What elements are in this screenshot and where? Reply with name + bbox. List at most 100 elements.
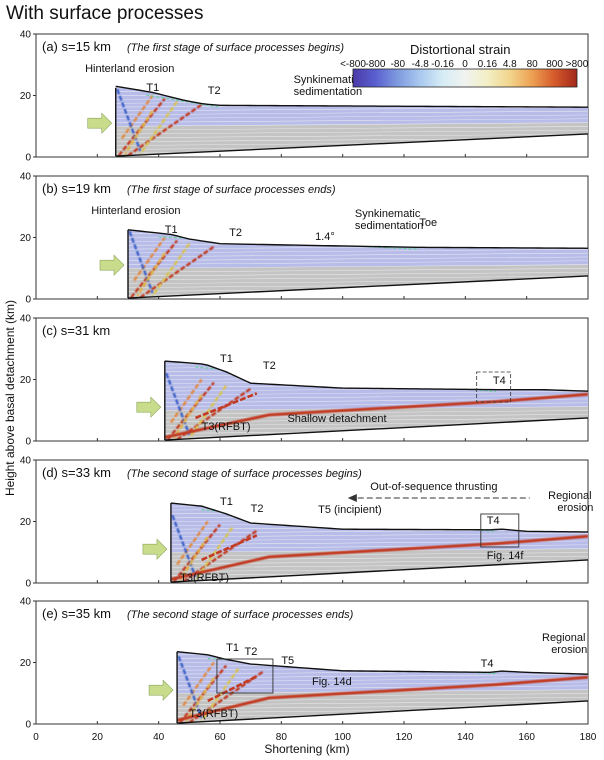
shortening-arrow-icon — [148, 679, 174, 701]
strata-layer — [165, 447, 588, 451]
thrust-fault — [172, 394, 203, 439]
thrust-fault — [127, 103, 203, 157]
basal-detachment-ramp — [170, 534, 588, 581]
annotation-synk2: sedimentation — [294, 86, 363, 98]
shortening-arrow-icon — [136, 396, 162, 418]
strata-layer — [128, 276, 588, 284]
strata-layer — [165, 455, 588, 459]
y-tick-label: 40 — [20, 597, 32, 608]
colorbar-label: 800 — [546, 59, 563, 70]
strata-layer — [171, 585, 588, 589]
colorbar-label: >800 — [566, 59, 589, 70]
panel-c: 0 20 40 (c) s=31 km T1 T2 T4 T3(RFBT) Shallow de… — [20, 314, 589, 459]
annotation-synk1: Synkinematic — [355, 208, 421, 220]
panel-b: 0 20 40 (b) s=19 km (The first stage of surf… — [20, 172, 589, 317]
thrust-fault — [169, 378, 203, 424]
shortening-arrow-icon — [87, 112, 113, 134]
panel-note: (The first stage of surface processes en… — [127, 184, 336, 196]
annotation-regional2: erosion — [551, 644, 587, 656]
thrust-fault — [139, 245, 215, 299]
annotation-t1: T1 — [226, 642, 239, 654]
thrust-fault — [177, 655, 203, 719]
annotation-t2: T2 — [263, 360, 276, 372]
y-tick-label: 0 — [25, 720, 31, 731]
strata-layer — [115, 107, 588, 115]
thrust-t3 — [194, 392, 258, 420]
y-tick-label: 0 — [25, 437, 31, 448]
strata-layer — [177, 726, 588, 730]
x-tick-label: 60 — [214, 732, 226, 743]
thrust-fault — [128, 230, 154, 294]
colorbar-label: 4.8 — [503, 59, 517, 70]
strata-layer — [128, 253, 588, 261]
strata-layer — [128, 268, 588, 276]
panels: 0 20 40 (a) s=15 km (The first stage of surf… — [20, 30, 594, 731]
thrust-fault — [116, 88, 142, 152]
annotation-regional1: Regional — [542, 632, 585, 644]
thrust-fault — [176, 520, 209, 566]
figure-title: With surface processes — [6, 3, 203, 24]
panel-note: (The second stage of surface processes e… — [127, 609, 354, 621]
thrust-fault — [179, 536, 209, 581]
annotation-t3: T3(RFBT) — [180, 572, 229, 584]
strata-layer — [116, 171, 588, 175]
strata-layer — [177, 701, 589, 709]
thrust-fault — [151, 242, 191, 297]
annotation-t5: T5 — [281, 655, 294, 667]
strata-layer — [128, 309, 588, 313]
shortening-arrow-icon — [142, 538, 168, 560]
strata-layer — [171, 597, 588, 601]
strata-layer — [165, 451, 588, 455]
strata-layer — [128, 261, 588, 269]
thrust-fault — [130, 239, 178, 299]
wedge-base — [164, 417, 589, 441]
annotation-regional2: erosion — [557, 502, 593, 514]
strata-layer — [115, 115, 588, 123]
strata-layer — [164, 406, 589, 414]
panel-tag: (e) s=35 km — [42, 606, 111, 621]
strata-layer — [170, 548, 588, 556]
strata-layer — [128, 257, 588, 265]
thrust-fault — [139, 100, 179, 155]
y-tick-label: 0 — [25, 153, 31, 164]
strata-layer — [177, 674, 589, 682]
strata-layer — [115, 126, 588, 134]
strata-layer — [177, 693, 589, 701]
x-tick-label: 40 — [153, 732, 165, 743]
y-tick-label: 40 — [20, 172, 32, 183]
wedge-surface — [164, 360, 589, 392]
panel-note: (The first stage of surface processes be… — [127, 42, 344, 54]
strata-layer — [128, 313, 588, 317]
thrust-fault — [165, 372, 191, 436]
annotation-t2: T2 — [245, 646, 258, 658]
strata-layer — [170, 552, 588, 560]
x-tick-label: 160 — [518, 732, 535, 743]
oos-arrowhead-icon — [347, 494, 357, 502]
annotation-t3: T3(RFBT) — [189, 708, 238, 720]
colorbar-label: -800 — [365, 59, 385, 70]
strata-layer — [128, 264, 588, 272]
strata-layer — [177, 686, 589, 694]
wedge-base — [127, 275, 589, 299]
x-tick-label: 0 — [33, 732, 39, 743]
annotation-synk1: Synkinematic — [294, 74, 360, 86]
sediment-horizon — [146, 94, 221, 108]
annotation-hinterland: Hinterland erosion — [91, 205, 180, 217]
strata-layer — [170, 556, 588, 564]
strata-layer — [171, 593, 588, 597]
y-tick-label: 40 — [20, 314, 32, 325]
strata-layer — [115, 134, 588, 142]
panel-e: 0 20 40 (e) s=35 km (The second stage of sur… — [20, 597, 589, 731]
x-tick-label: 140 — [457, 732, 474, 743]
panel-note: (The second stage of surface processes b… — [127, 468, 362, 480]
strata-layer — [115, 130, 588, 138]
annotation-t4: T4 — [493, 375, 506, 387]
panel-tag: (a) s=15 km — [42, 39, 111, 54]
y-tick-label: 40 — [20, 30, 32, 41]
strata-layer — [165, 443, 588, 447]
thrust-fault — [120, 94, 154, 140]
annotation-hinterland: Hinterland erosion — [85, 63, 174, 75]
strata-layer — [115, 122, 588, 130]
strata-layer — [177, 682, 589, 690]
